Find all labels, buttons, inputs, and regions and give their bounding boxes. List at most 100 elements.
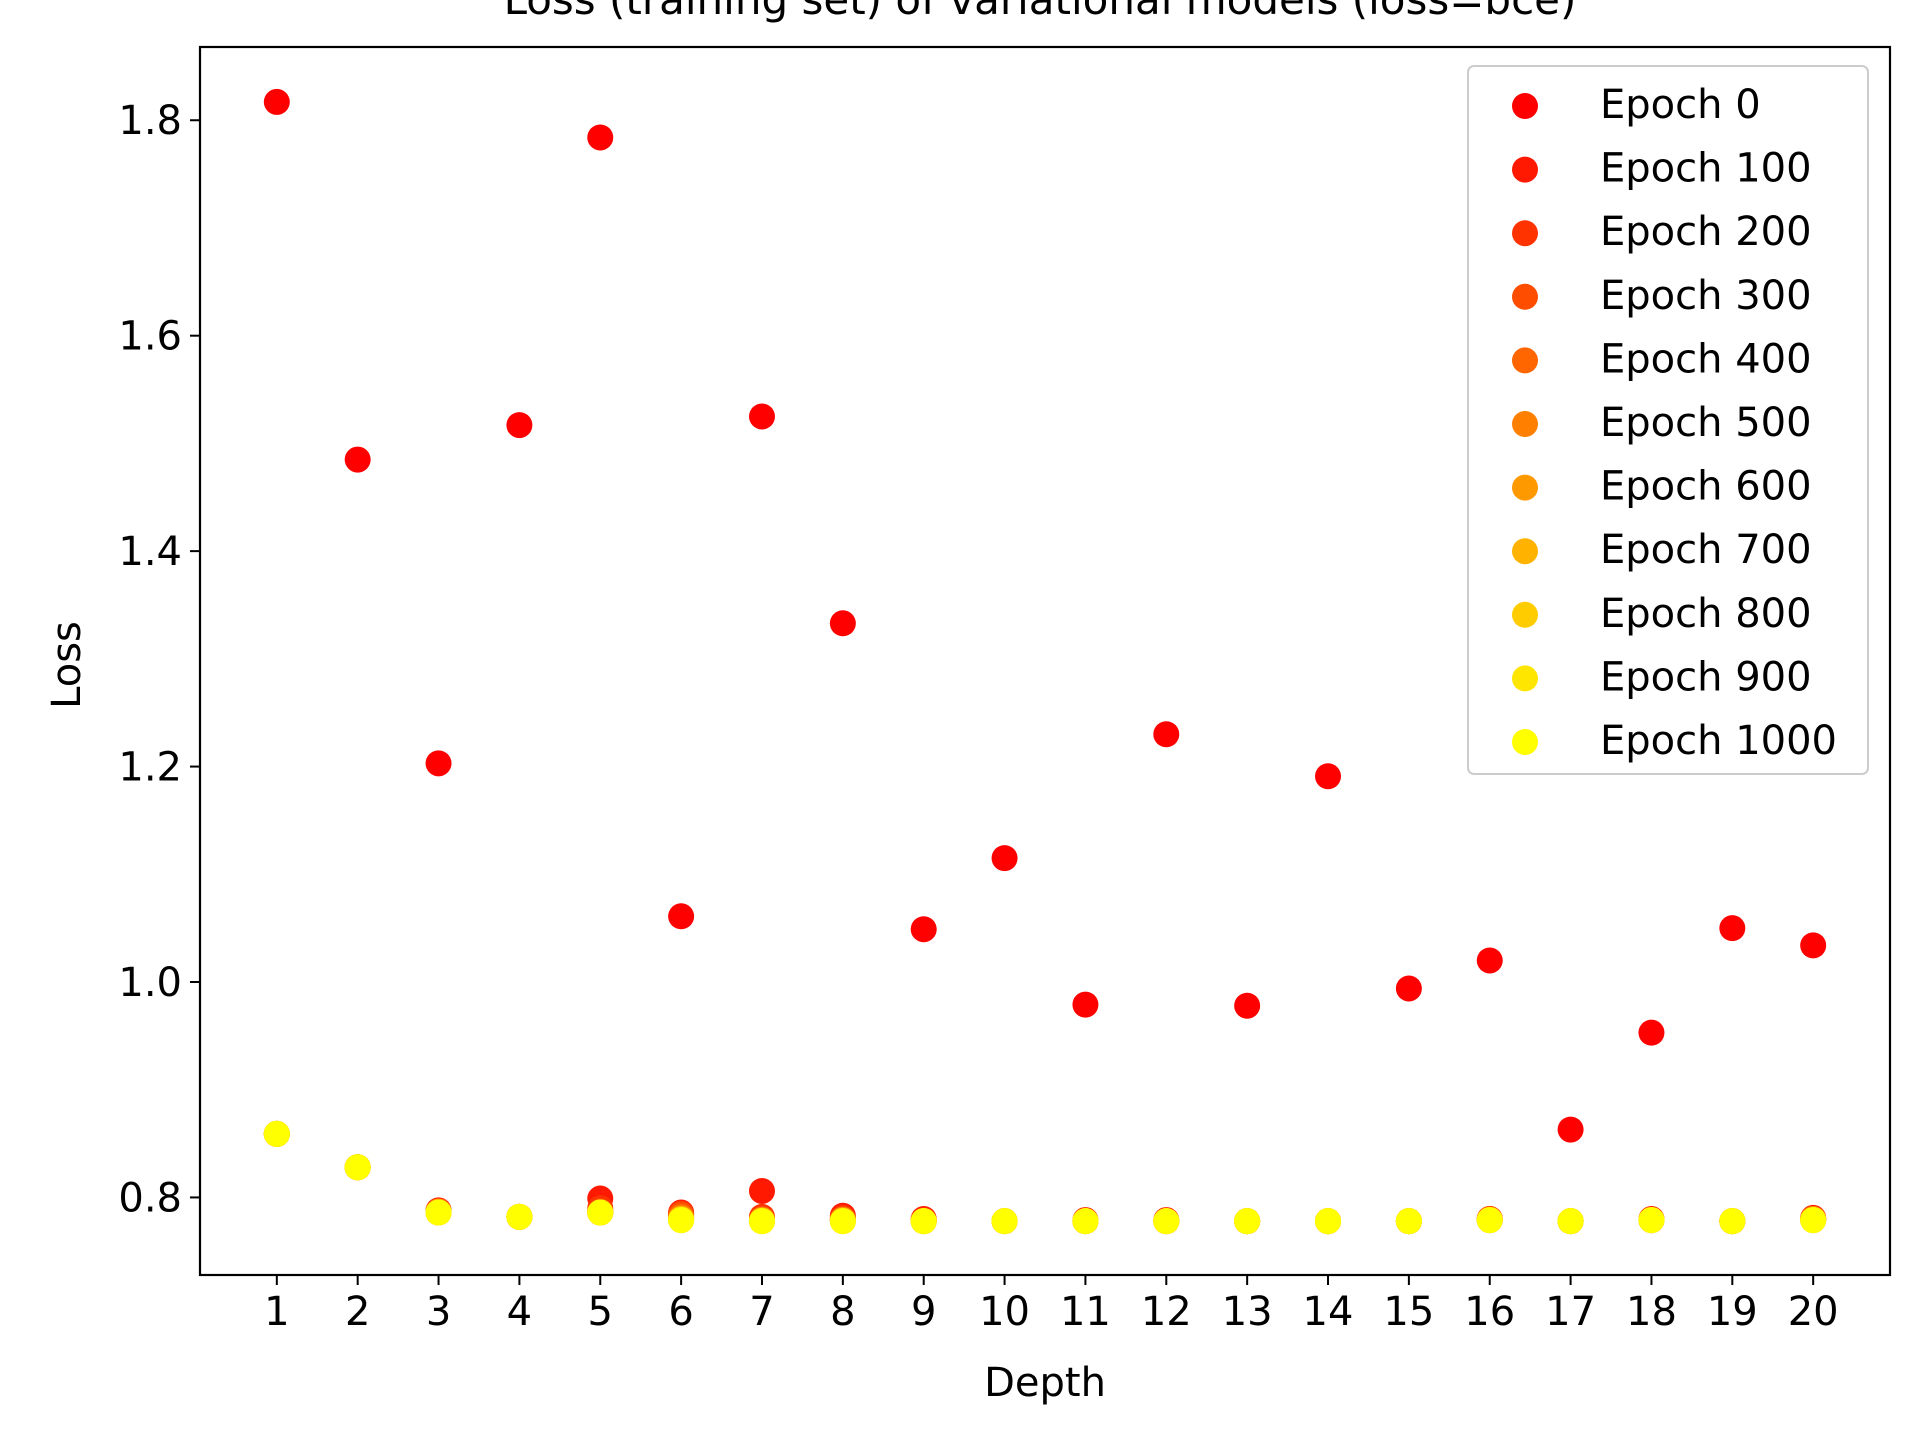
legend-box	[1467, 65, 1869, 775]
x-tick-label: 5	[588, 1289, 613, 1335]
x-tick-label: 12	[1141, 1289, 1192, 1335]
legend-marker	[1512, 601, 1538, 628]
legend-marker	[1512, 729, 1538, 755]
legend-label: Epoch 600	[1600, 464, 1812, 510]
data-point	[1395, 1208, 1422, 1235]
x-tick-label: 7	[749, 1289, 774, 1335]
legend-label: Epoch 1000	[1600, 718, 1837, 764]
x-tick-label: 13	[1222, 1289, 1273, 1335]
y-tick-label: 1.6	[118, 314, 182, 360]
data-point	[1719, 915, 1746, 942]
x-axis-label: Depth	[984, 1360, 1106, 1406]
y-tick-label: 1.0	[118, 960, 182, 1006]
legend-marker	[1512, 411, 1538, 437]
legend-label: Epoch 700	[1600, 527, 1812, 573]
x-tick-label: 15	[1383, 1289, 1434, 1335]
data-point	[991, 845, 1018, 872]
data-point	[1638, 1019, 1665, 1046]
data-point	[910, 916, 937, 943]
data-point	[668, 903, 695, 930]
x-tick-label: 2	[345, 1289, 370, 1335]
data-point	[344, 446, 371, 473]
data-point	[1800, 932, 1827, 959]
data-point	[587, 1199, 614, 1226]
legend-marker	[1512, 283, 1538, 310]
x-tick-label: 9	[911, 1289, 936, 1335]
data-point	[506, 1203, 533, 1230]
x-tick-label: 20	[1788, 1289, 1839, 1335]
x-tick-label: 10	[979, 1289, 1030, 1335]
y-tick-label: 1.8	[118, 98, 182, 144]
x-tick-label: 17	[1545, 1289, 1596, 1335]
x-tick-label: 14	[1303, 1289, 1354, 1335]
y-axis-label: Loss	[44, 621, 90, 709]
legend-label: Epoch 300	[1600, 273, 1812, 319]
series-0	[263, 88, 1827, 1143]
data-point	[1153, 721, 1180, 748]
data-point	[910, 1208, 937, 1235]
data-point	[829, 1208, 856, 1235]
legend-label: Epoch 900	[1600, 654, 1812, 700]
data-point	[748, 1177, 775, 1204]
y-tick-label: 0.8	[118, 1175, 182, 1221]
data-point	[748, 403, 775, 430]
data-point	[1476, 1207, 1503, 1234]
data-point	[748, 1208, 775, 1235]
data-points	[263, 88, 1827, 1235]
legend-items: Epoch 0 Epoch 100 Epoch 200 Epoch 300 Epoch …	[1512, 82, 1837, 764]
legend-marker	[1512, 474, 1538, 501]
data-point	[1395, 975, 1422, 1002]
data-point	[344, 1154, 371, 1181]
data-point	[1072, 1208, 1099, 1235]
chart-title: Loss (training set) of variational model…	[504, 0, 1577, 24]
data-point	[263, 88, 290, 115]
data-point	[1638, 1207, 1665, 1234]
series-10	[263, 1120, 1827, 1235]
data-point	[587, 124, 614, 151]
legend-marker	[1512, 347, 1538, 374]
legend-marker	[1512, 665, 1538, 692]
data-point	[1557, 1116, 1584, 1143]
data-point	[1315, 763, 1342, 790]
data-point	[1153, 1208, 1180, 1235]
legend-marker	[1512, 538, 1538, 565]
data-point	[506, 412, 533, 439]
x-tick-label: 3	[426, 1289, 451, 1335]
data-point	[425, 1199, 452, 1226]
x-tick-label: 6	[668, 1289, 693, 1335]
legend-label: Epoch 400	[1600, 336, 1812, 382]
legend-label: Epoch 100	[1600, 146, 1812, 192]
x-tick-label: 11	[1060, 1289, 1111, 1335]
x-tick-label: 4	[507, 1289, 532, 1335]
data-point	[991, 1208, 1018, 1235]
data-point	[425, 750, 452, 777]
legend-label: Epoch 800	[1600, 591, 1812, 637]
legend-marker	[1512, 220, 1538, 247]
data-point	[1476, 947, 1503, 974]
y-axis-ticks: 0.8 1.0 1.2 1.4 1.6 1.8	[118, 98, 200, 1221]
x-tick-label: 18	[1626, 1289, 1677, 1335]
legend: Epoch 0 Epoch 100 Epoch 200 Epoch 300 Epoch …	[1467, 65, 1869, 775]
legend-label: Epoch 500	[1600, 400, 1812, 446]
data-point	[668, 1207, 695, 1234]
x-tick-label: 1	[264, 1289, 289, 1335]
data-point	[829, 610, 856, 637]
data-point	[263, 1120, 290, 1147]
legend-marker	[1512, 156, 1538, 183]
x-tick-label: 16	[1464, 1289, 1515, 1335]
legend-label: Epoch 0	[1600, 82, 1761, 128]
data-point	[1800, 1207, 1827, 1234]
y-tick-label: 1.4	[118, 529, 182, 575]
data-point	[1234, 992, 1261, 1019]
data-point	[1557, 1208, 1584, 1235]
data-point	[1315, 1208, 1342, 1235]
data-point	[1072, 991, 1099, 1018]
plot-frame	[198, 45, 1892, 1277]
y-tick-label: 1.2	[118, 745, 182, 791]
x-tick-label: 8	[830, 1289, 855, 1335]
legend-marker	[1512, 93, 1538, 119]
data-point	[1234, 1208, 1261, 1235]
x-tick-label: 19	[1707, 1289, 1758, 1335]
legend-label: Epoch 200	[1600, 209, 1812, 255]
